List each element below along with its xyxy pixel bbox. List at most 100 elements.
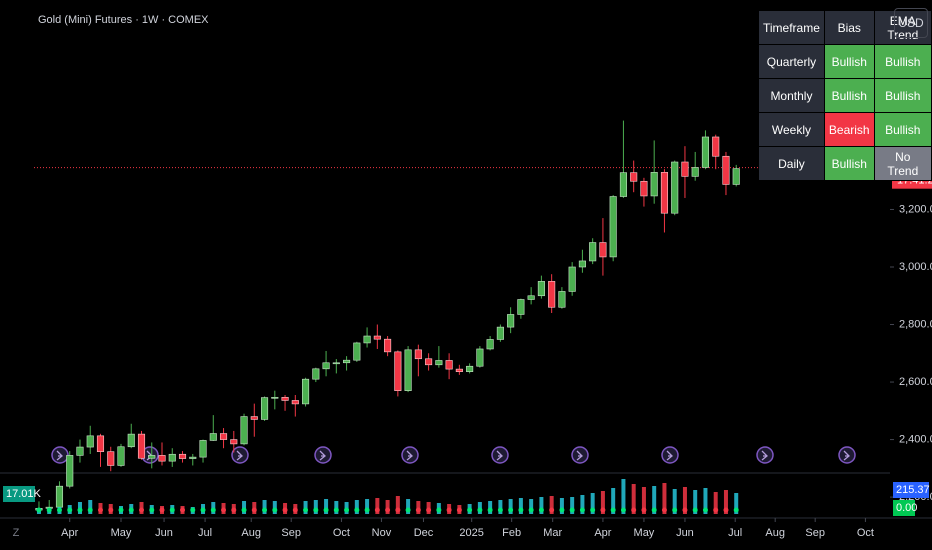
volume-dot [405,507,411,513]
volume-dot [395,507,401,513]
ema-cell: Bullish [873,44,932,79]
candle-body [148,455,156,459]
x-tick-label: May [634,527,655,539]
x-tick-label: Nov [372,527,392,539]
volume-dot [180,507,186,513]
volume-bar [703,488,708,514]
indicator-value-bg [893,482,929,498]
volume-dot [108,507,114,513]
candle-body [599,242,607,258]
volume-dot [169,507,175,513]
ema-cell: Bullish [873,112,932,147]
volume-dot [374,507,380,513]
x-tick-label: Mar [543,527,562,539]
volume-dot [251,507,257,513]
candle-body [619,172,627,197]
candle-body [445,360,453,370]
candle-body [507,314,515,328]
candle-body [209,433,217,441]
x-tick-label: Jul [728,527,742,539]
volume-bar [580,495,585,514]
candle-body [466,365,474,372]
candle-body [291,400,299,405]
candle-body [722,155,730,185]
volume-dot [610,507,616,513]
volume-dot [159,507,165,513]
x-tick-label: Jun [676,527,694,539]
candle-body [712,136,720,157]
volume-dot [508,507,514,513]
candle-body [322,362,330,370]
candle-body [476,348,484,367]
volume-dot [200,507,206,513]
candle-body [630,172,638,182]
y-tick-label: 2,800.00 [899,318,932,330]
volume-bar [611,488,616,514]
volume-dot [190,507,196,513]
volume-bar [723,490,728,514]
volume-bar [313,500,318,514]
zoom-icon[interactable]: Z [13,527,20,539]
table-header: Timeframe [758,10,825,45]
table-row: Monthly Bullish Bullish [758,78,932,113]
event-icon [838,446,856,464]
x-tick-label: Sep [281,527,301,539]
x-tick-label: Feb [502,527,521,539]
volume-dot [149,507,155,513]
candle-body [537,281,545,297]
candle-body [189,456,197,459]
volume-bar [518,498,523,514]
candle-body [107,451,115,466]
candle-body [589,242,597,262]
candle-body [302,378,310,405]
currency-button[interactable]: USD [894,8,928,38]
event-icon [314,446,332,464]
volume-dot [282,507,288,513]
volume-dot [385,507,391,513]
candle-body [640,180,648,197]
volume-dot [467,507,473,513]
candle-body [127,433,135,448]
volume-dot [528,507,534,513]
candle-body [435,360,443,366]
candle-body [363,335,371,344]
volume-bar [662,483,667,514]
volume-dot [272,507,278,513]
candle-body [660,172,668,214]
candle-body [609,196,617,258]
timeframe-cell: Weekly [758,112,825,147]
timeframe-cell: Daily [758,146,825,181]
candle-body [260,397,269,420]
indicator-zero-bg [893,500,915,516]
volume-bar [385,500,390,514]
volume-dot [713,507,719,513]
volume-dot [620,507,626,513]
volume-dot [436,507,442,513]
candle-body [178,453,187,459]
x-tick-label: Aug [241,527,261,539]
volume-label: 17.01K [6,488,42,500]
volume-bar [559,498,564,514]
volume-dot [661,507,667,513]
volume-dot [87,507,93,513]
ema-cell: Bullish [873,78,932,113]
volume-dot [692,507,698,513]
volume-dot [723,507,729,513]
volume-bar [672,489,677,514]
volume-dot [364,507,370,513]
table-header: Bias [823,10,875,45]
candle-body [527,295,535,300]
volume-dot [446,507,452,513]
volume-dot [590,507,596,513]
x-tick-label: 2025 [459,527,483,539]
volume-bar [354,500,359,514]
candle-body [691,167,699,177]
x-tick-label: Oct [333,527,350,539]
volume-dot [426,507,432,513]
volume-dot [559,507,565,513]
volume-dot [118,507,124,513]
volume-bar [641,487,646,514]
volume-dot [354,507,360,513]
candle-body [250,416,258,420]
candle-body [650,172,658,197]
